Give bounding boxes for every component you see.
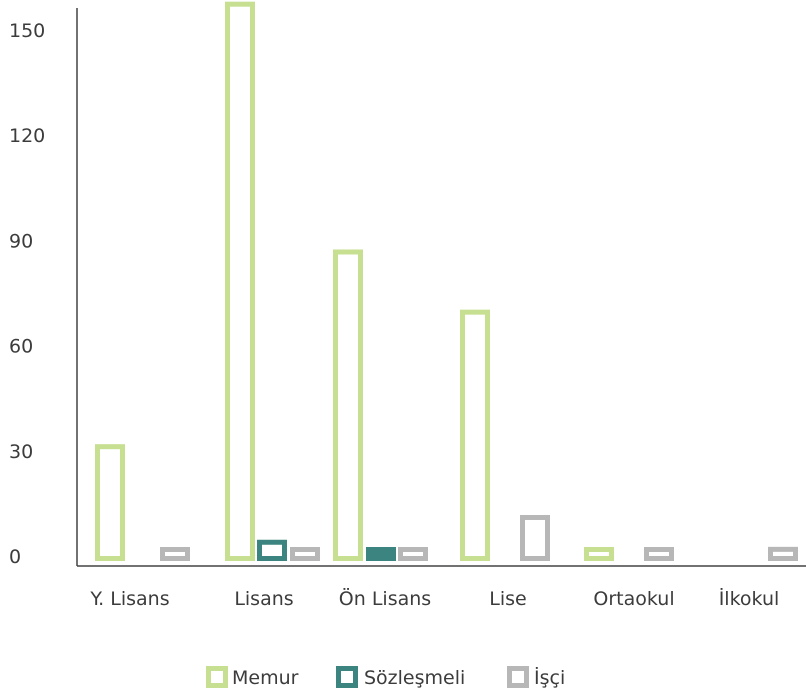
bar-memur-0: [95, 444, 125, 561]
y-tick-label: 30: [9, 441, 33, 463]
bar-i-i-2: [398, 547, 428, 561]
legend-label: Memur: [232, 667, 299, 689]
x-tick-label: Y. Lisans: [89, 588, 169, 610]
bar-memur-3: [460, 309, 490, 561]
bar-s-zle-meli-2: [366, 547, 396, 561]
legend-swatch-i-i: [507, 666, 529, 688]
bar-i-i-0: [160, 547, 190, 561]
legend-label: Sözleşmeli: [364, 667, 465, 689]
y-tick-label: 90: [9, 230, 33, 252]
bar-i-i-1: [290, 547, 320, 561]
bar-s-zle-meli-1: [257, 539, 287, 562]
bar-i-i-4: [644, 547, 674, 561]
bar-i-i-3: [520, 514, 550, 561]
x-tick-label: Lise: [489, 588, 526, 610]
y-tick-label: 0: [9, 546, 21, 568]
bar-memur-4: [584, 547, 614, 561]
legend-swatch-s-zle-meli: [336, 666, 358, 688]
y-tick-label: 60: [9, 336, 33, 358]
legend-label: İşçi: [534, 666, 565, 689]
bar-memur-2: [333, 249, 363, 561]
x-tick-label: Lisans: [234, 588, 293, 610]
bar-memur-1: [225, 1, 255, 562]
bar-i-i-5: [768, 546, 798, 562]
y-tick-label: 150: [9, 20, 45, 42]
y-tick-label: 120: [9, 125, 45, 147]
x-tick-label: Ön Lisans: [339, 587, 431, 610]
legend-swatch-memur: [206, 666, 228, 688]
x-tick-label: İlkokul: [719, 587, 780, 610]
x-tick-label: Ortaokul: [593, 588, 674, 610]
